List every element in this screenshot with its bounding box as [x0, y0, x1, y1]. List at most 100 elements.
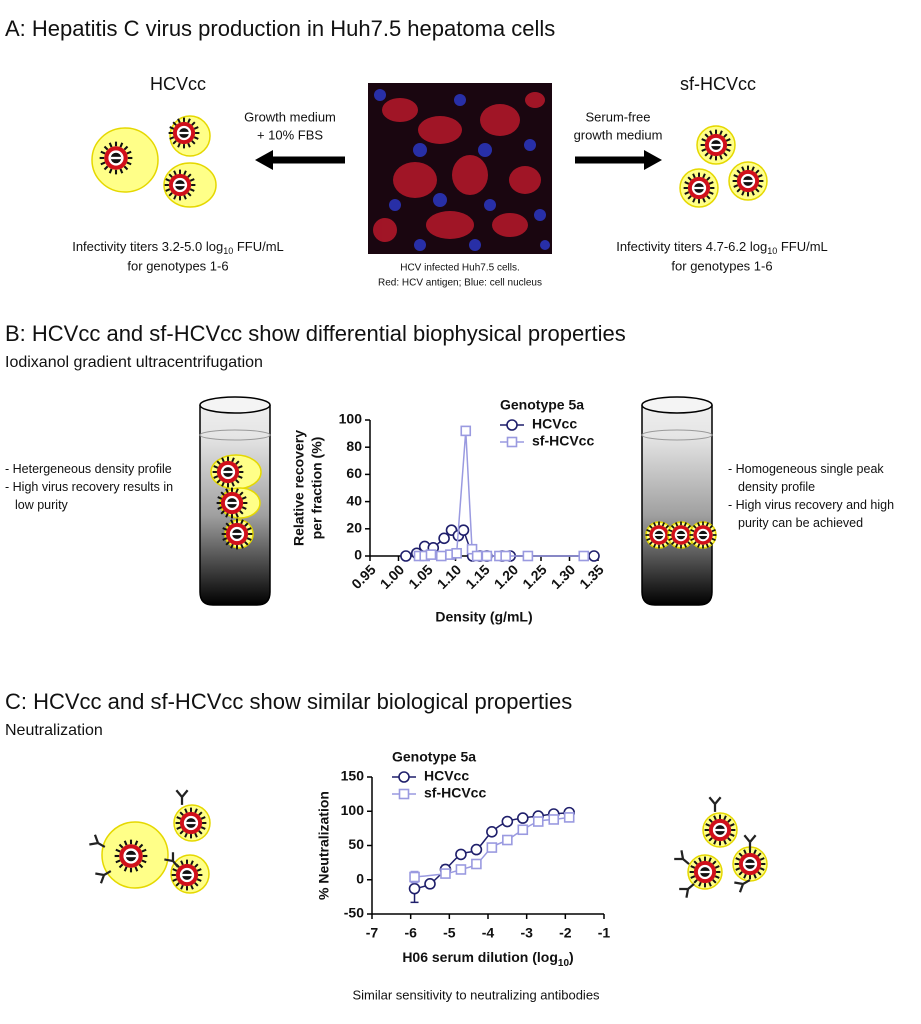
hcvcc-particles	[91, 115, 217, 208]
neutralized-sf-hcvcc	[673, 796, 768, 899]
titer-text: Infectivity titers 4.7-6.2 log10 FFU/mL	[616, 239, 828, 256]
y-tick-label: -50	[344, 905, 364, 921]
section-a-title: A: Hepatitis C virus production in Huh7.…	[5, 16, 555, 41]
legend-marker	[506, 436, 518, 448]
section-c-subtitle: Neutralization	[5, 722, 103, 739]
x-tick-label: -1	[598, 925, 611, 941]
x-tick-label: -3	[520, 925, 533, 941]
x-tick-label: 1.15	[462, 561, 493, 592]
legend-label: HCVcc	[424, 768, 469, 784]
medium-text: + 10% FBS	[257, 127, 323, 142]
point	[501, 815, 514, 828]
x-axis-label: Density (g/mL)	[435, 609, 532, 625]
micrograph	[368, 83, 552, 254]
point	[517, 824, 529, 836]
note: - Hetergeneous density profile	[5, 462, 172, 476]
point	[502, 834, 513, 846]
y-tick-label: 40	[346, 492, 362, 508]
point	[548, 814, 560, 825]
titer-part: FFU/mL	[777, 239, 828, 254]
section-c-title: C: HCVcc and sf-HCVcc show similar biolo…	[5, 689, 572, 714]
point	[522, 550, 534, 562]
neutralized-hcvcc	[88, 789, 211, 894]
point	[408, 882, 421, 895]
point	[532, 816, 544, 827]
y-tick-label: 50	[348, 836, 364, 852]
titer-part: Infectivity titers 3.2-5.0 log	[72, 239, 223, 254]
point	[438, 532, 450, 545]
right-notes: - Homogeneous single peak density profil…	[728, 460, 916, 532]
sf-hcvcc-particles	[679, 125, 768, 208]
point	[400, 550, 412, 562]
sf-hcvcc-label: sf-HCVcc	[680, 74, 756, 94]
legend-marker	[506, 419, 518, 431]
series-line	[414, 816, 570, 878]
x-tick-label: -7	[366, 925, 379, 941]
y-tick-label: 80	[346, 438, 362, 454]
section-b-subtitle: Iodixanol gradient ultracentrifugation	[5, 354, 263, 371]
y-axis-label: per fraction (%)	[309, 437, 325, 540]
x-axis-label-sub: 10	[558, 958, 570, 969]
chart: -50 0 50 100 150 -7 -6 -5 -4 -3 -2 -1 % Neutralizati…	[316, 749, 611, 969]
x-tick-label: 1.20	[491, 561, 522, 592]
hcvcc-label: HCVcc	[150, 74, 206, 94]
legend-label: sf-HCVcc	[532, 433, 594, 449]
point	[435, 550, 447, 562]
point	[451, 547, 462, 559]
titer-text: Infectivity titers 3.2-5.0 log10 FFU/mL	[72, 239, 284, 256]
medium-text: Growth medium	[244, 109, 336, 124]
point	[481, 550, 493, 562]
x-tick-label: 1.10	[434, 561, 465, 592]
x-tick-label: -6	[404, 925, 417, 941]
note: - Homogeneous single peak density profil…	[728, 462, 884, 494]
x-tick-label: 1.05	[405, 561, 436, 592]
x-tick-label: 0.95	[348, 561, 379, 592]
y-tick-label: 0	[354, 547, 362, 563]
titer-text: for genotypes 1-6	[671, 258, 772, 273]
section-c-caption: Similar sensitivity to neutralizing anti…	[352, 987, 600, 1002]
x-axis-label: H06 serum dilution (log10)	[402, 949, 573, 969]
titer-part: FFU/mL	[233, 239, 284, 254]
note: - High virus recovery and high purity ca…	[728, 498, 895, 530]
point	[409, 871, 420, 883]
titer-text: for genotypes 1-6	[127, 258, 228, 273]
titer-part: Infectivity titers 4.7-6.2 log	[616, 239, 767, 254]
legend-label: HCVcc	[532, 416, 577, 432]
titer-sub: 10	[223, 246, 233, 256]
x-axis-label-part: )	[569, 949, 574, 965]
note: - High virus recovery results in low pur…	[5, 480, 174, 512]
point	[455, 864, 467, 875]
point	[486, 842, 498, 853]
chart: 0 20 40 60 80 100 0.951.001.051.101.151.201.25…	[291, 397, 607, 625]
point	[486, 825, 498, 838]
point	[563, 812, 575, 823]
tube-left	[199, 396, 271, 606]
point	[425, 549, 437, 560]
legend-title: Genotype 5a	[500, 397, 584, 413]
x-tick-label: 1.30	[548, 561, 579, 592]
x-axis-label-part: H06 serum dilution (log	[402, 949, 558, 965]
legend-marker	[398, 771, 410, 783]
micrograph-caption: Red: HCV antigen; Blue: cell nucleus	[378, 278, 542, 289]
medium-text: Serum-free	[585, 109, 650, 124]
point	[588, 550, 600, 562]
legend-marker	[398, 788, 410, 800]
point	[424, 878, 436, 890]
y-tick-label: 100	[339, 411, 363, 427]
legend-title: Genotype 5a	[392, 749, 476, 765]
y-tick-label: 60	[346, 465, 362, 481]
arrow-left	[255, 150, 345, 170]
y-tick-label: 20	[346, 520, 362, 536]
medium-text: growth medium	[574, 127, 663, 142]
point	[440, 868, 451, 879]
y-axis-label: Relative recovery	[291, 430, 307, 546]
micrograph-caption: HCV infected Huh7.5 cells.	[400, 263, 520, 274]
y-tick-label: 0	[356, 870, 364, 886]
point	[578, 550, 590, 562]
x-tick-label: -4	[482, 925, 495, 941]
section-b-title: B: HCVcc and sf-HCVcc show differential …	[5, 321, 626, 346]
x-tick-label: 1.00	[377, 561, 408, 592]
arrow-right	[575, 150, 662, 170]
point	[471, 550, 483, 562]
